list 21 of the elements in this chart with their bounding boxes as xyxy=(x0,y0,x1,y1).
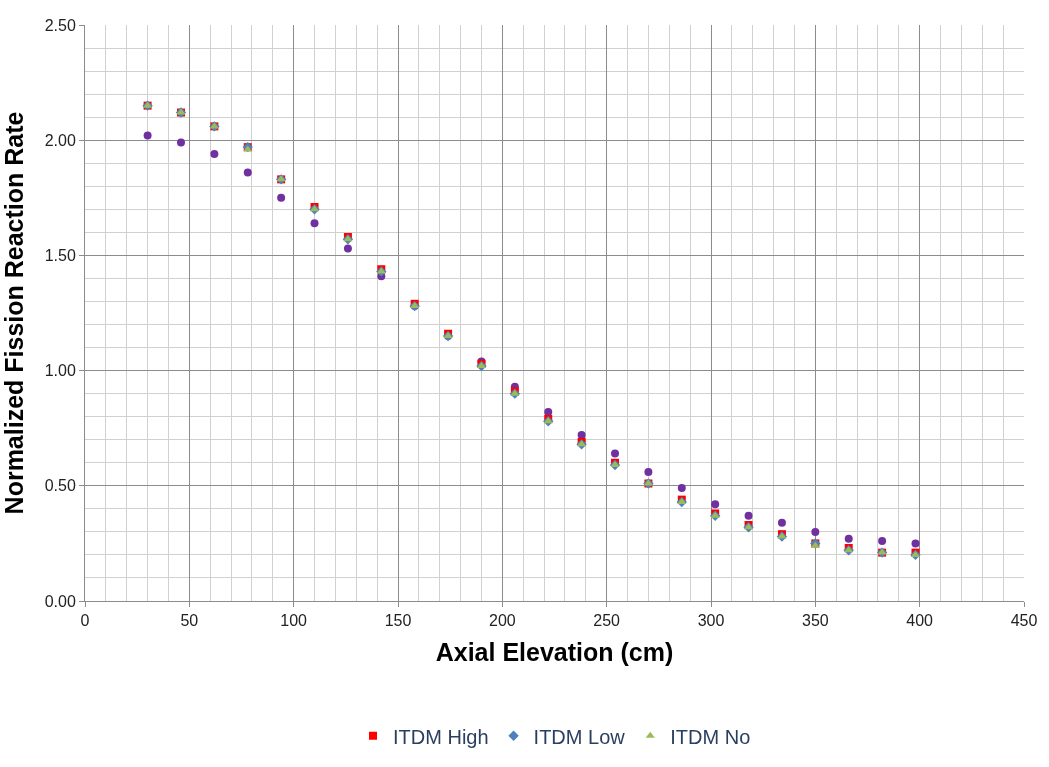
x-tick-label: 100 xyxy=(280,612,308,630)
y-axis-title: Normalized Fission Reaction Rate xyxy=(0,111,28,515)
x-tick-label: 400 xyxy=(906,612,934,630)
x-tick-label: 50 xyxy=(180,612,199,630)
x-tick-label: 350 xyxy=(801,612,829,630)
y-tick-label: 2.00 xyxy=(44,131,76,149)
x-tick-label: 200 xyxy=(488,612,516,630)
legend-label: ITDM High xyxy=(393,725,489,748)
legend-label: ITDM No xyxy=(670,725,751,748)
x-tick-label: 300 xyxy=(697,612,725,630)
x-tick-label: 0 xyxy=(80,612,90,630)
y-tick-label: 0.50 xyxy=(44,477,76,495)
y-tick-label: 2.50 xyxy=(44,16,76,34)
x-tick-label: 150 xyxy=(384,612,412,630)
x-tick-label: 250 xyxy=(593,612,621,630)
legend-label: ITDM Low xyxy=(533,725,626,748)
y-tick-label: 1.50 xyxy=(44,247,76,264)
y-tick-label: 0.00 xyxy=(44,592,76,610)
x-tick-label: 450 xyxy=(1010,612,1038,630)
y-tick-label: 1.00 xyxy=(44,362,76,380)
x-axis-title: Axial Elevation (cm) xyxy=(435,638,674,667)
